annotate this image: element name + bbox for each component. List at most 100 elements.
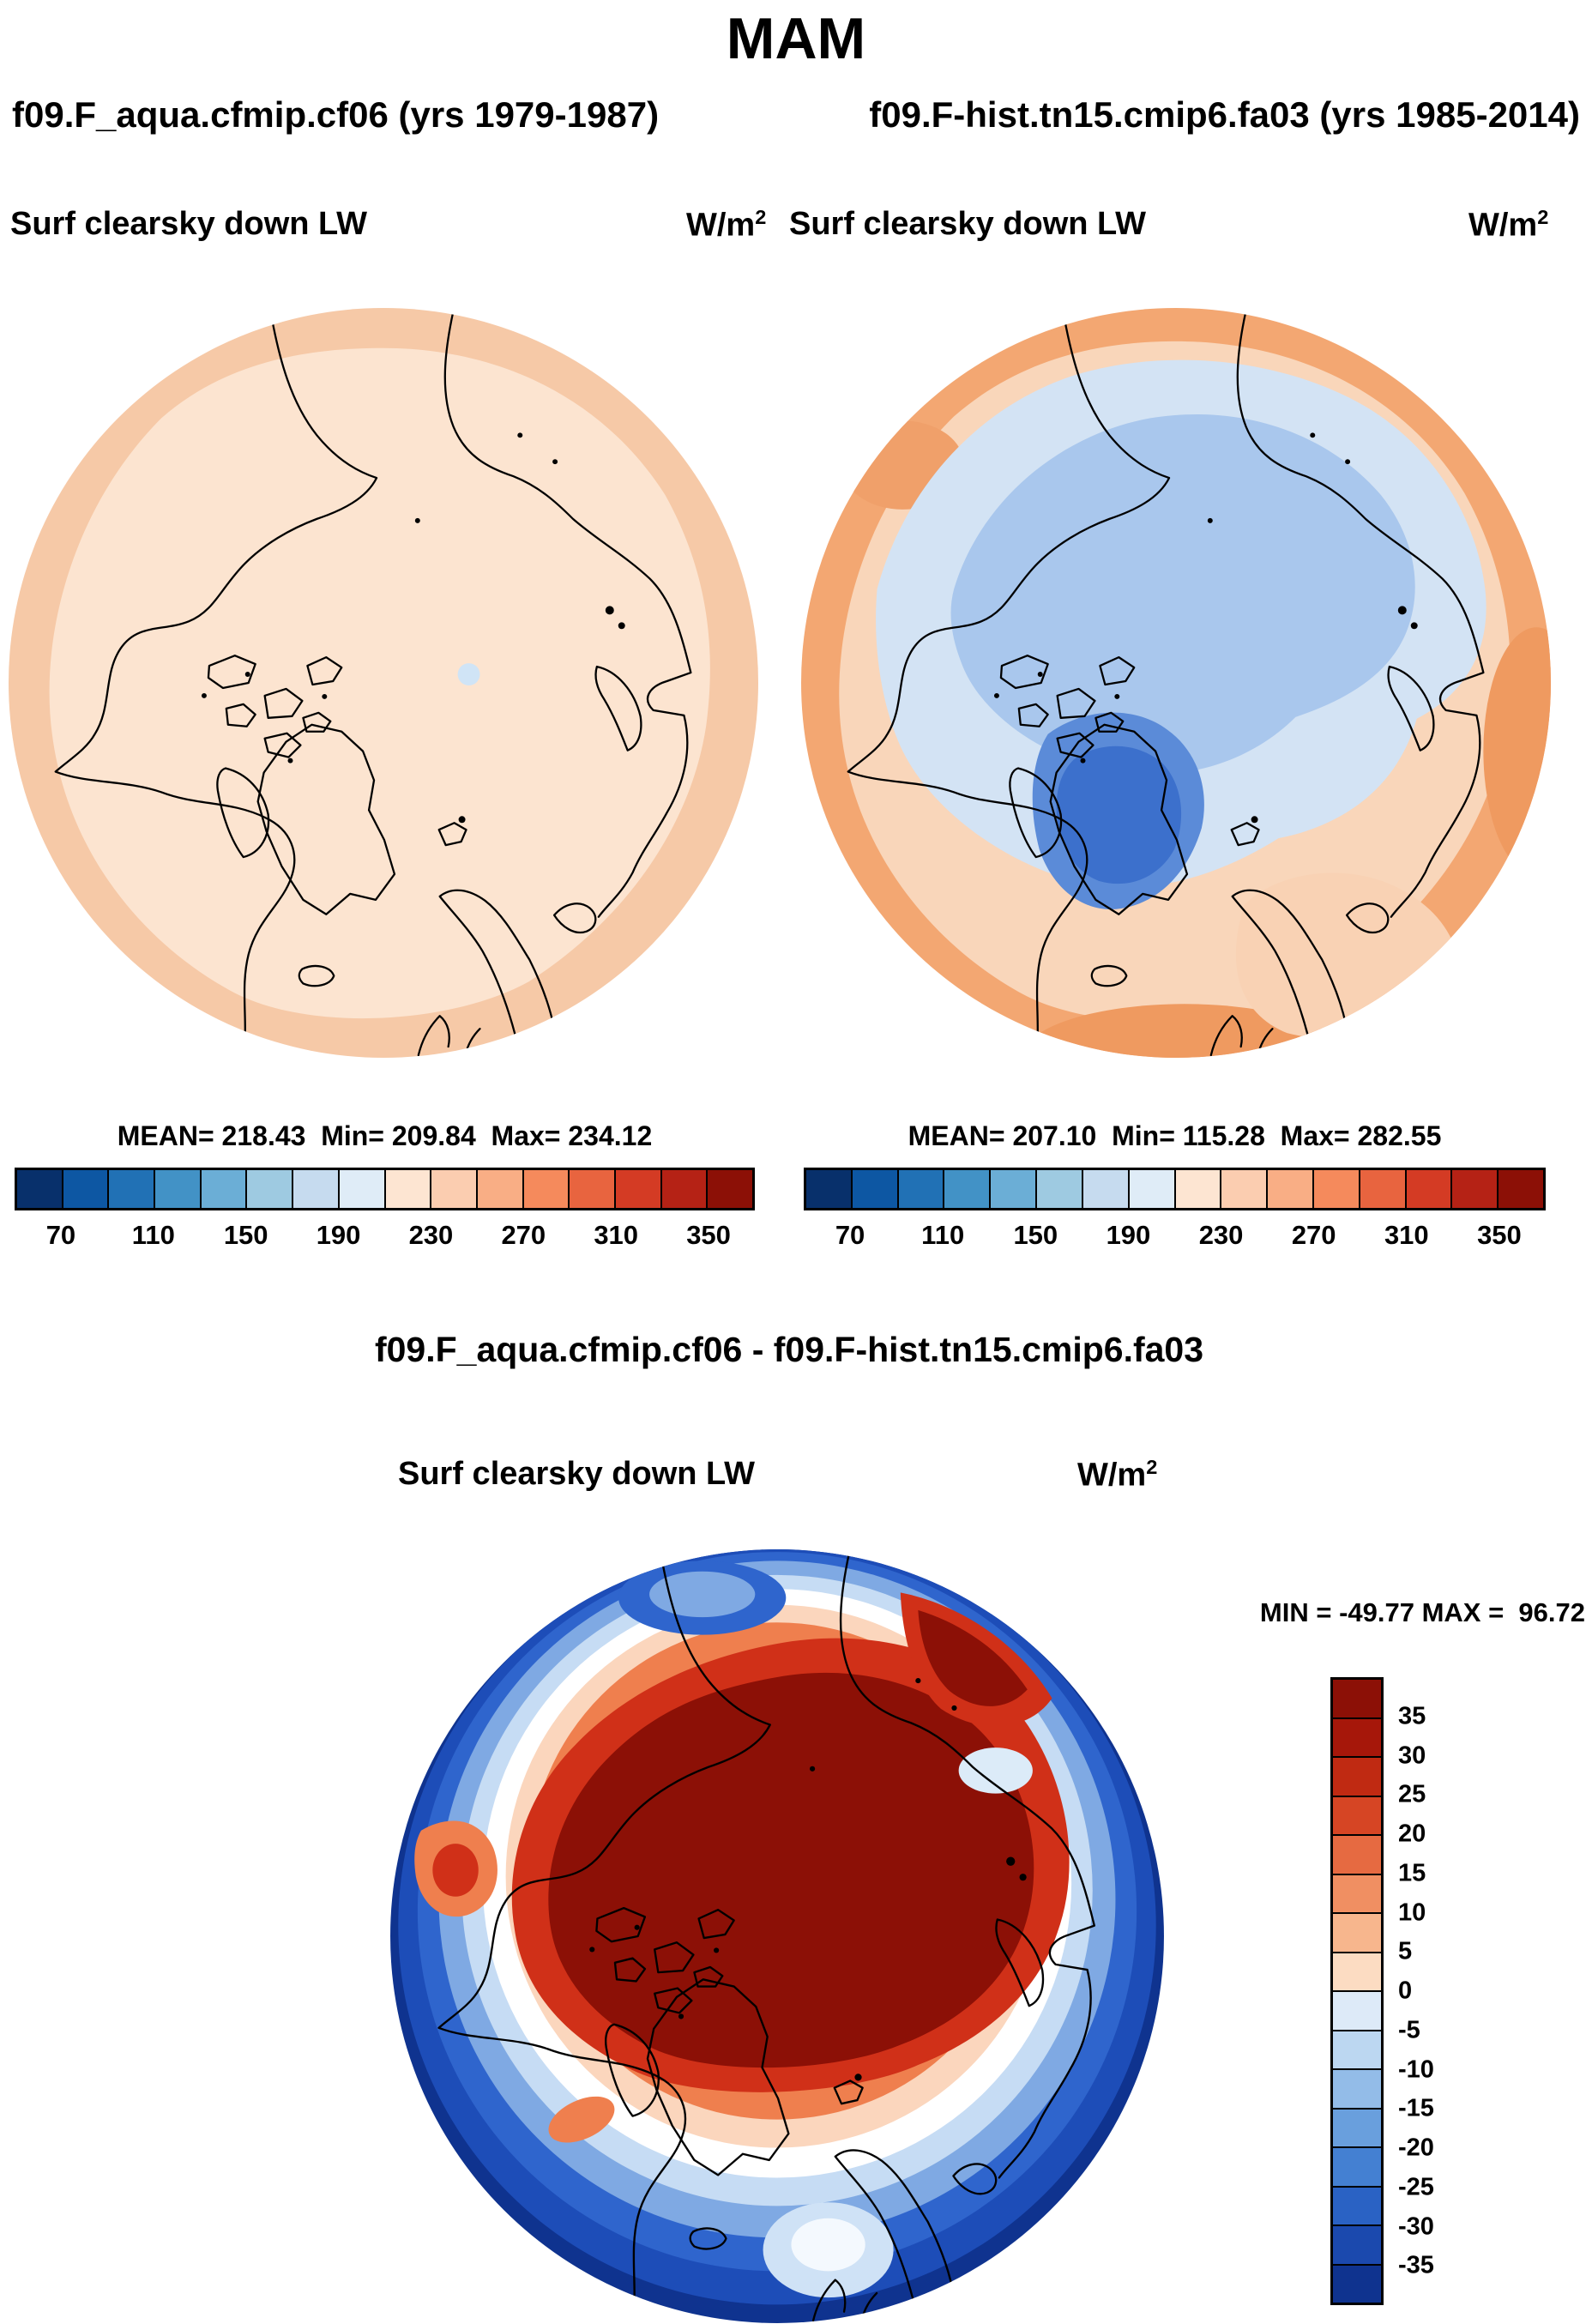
colorbar-difference (1330, 1677, 1384, 2305)
colorbar-segment (1333, 1836, 1381, 1875)
units-exponent: 2 (755, 206, 767, 228)
panel1-variable-label: Surf clearsky down LW (10, 206, 367, 242)
panel1-units-label: W/m2 (686, 206, 766, 244)
colorbar-tick-label: -25 (1398, 2173, 1434, 2201)
colorbar-tick-label: -20 (1398, 2134, 1434, 2162)
colorbar-tick-label: 270 (1291, 1220, 1336, 1250)
colorbar-segment (1333, 1796, 1381, 1836)
colorbar-segment (1333, 1914, 1381, 1953)
colorbar-tick-label: 350 (686, 1220, 731, 1250)
colorbar-panel1 (15, 1168, 755, 1210)
colorbar-segment (991, 1170, 1038, 1208)
colorbar-segment (570, 1170, 616, 1208)
colorbar-segment (1333, 2187, 1381, 2226)
colorbar-tick-label: 150 (1013, 1220, 1058, 1250)
colorbar-tick-label: 70 (45, 1220, 76, 1250)
colorbar-segment (1333, 1874, 1381, 1914)
colorbar-tick-label: -10 (1398, 2055, 1434, 2083)
colorbar-segment (1268, 1170, 1314, 1208)
colorbar-segment (1333, 2109, 1381, 2148)
colorbar-segment (523, 1170, 570, 1208)
colorbar-tick-label: 190 (316, 1220, 361, 1250)
panel1-stats: MEAN= 218.43 Min= 209.84 Max= 234.12 (117, 1120, 653, 1151)
colorbar-segment (385, 1170, 432, 1208)
colorbar-segment (1333, 2031, 1381, 2070)
difference-minmax: MIN = -49.77 MAX = 96.72 (1259, 1597, 1585, 1627)
colorbar-tick-label: 230 (1198, 1220, 1244, 1250)
colorbar-segment (1333, 2265, 1381, 2303)
colorbar-segment (339, 1170, 386, 1208)
colorbar-segment (661, 1170, 709, 1208)
colorbar-segment (431, 1170, 478, 1208)
colorbar-segment (1333, 1992, 1381, 2031)
colorbar-segment (708, 1170, 752, 1208)
map-panel1 (8, 307, 759, 1059)
colorbar-segment (1333, 2226, 1381, 2266)
difference-title: f09.F_aqua.cfmip.cf06 - f09.F-hist.tn15.… (374, 1330, 1204, 1369)
colorbar-panel2-labels: 70 110 150 190 230 270 310 350 (804, 1220, 1546, 1254)
colorbar-tick-label: -5 (1398, 2016, 1420, 2044)
colorbar-tick-label: -30 (1398, 2212, 1434, 2240)
colorbar-segment (1333, 1953, 1381, 1992)
difference-units-label: W/m2 (1077, 1456, 1157, 1494)
colorbar-segment (63, 1170, 110, 1208)
colorbar-segment (1333, 2148, 1381, 2188)
colorbar-segment (1360, 1170, 1407, 1208)
colorbar-segment (1175, 1170, 1222, 1208)
colorbar-segment (1037, 1170, 1083, 1208)
panel2-units-label: W/m2 (1468, 206, 1548, 244)
colorbar-tick-label: 150 (223, 1220, 268, 1250)
colorbar-segment (1333, 1718, 1381, 1758)
run1-subtitle: f09.F_aqua.cfmip.cf06 (yrs 1979-1987) (12, 94, 660, 135)
run2-subtitle: f09.F-hist.tn15.cmip6.fa03 (yrs 1985-201… (869, 94, 1580, 135)
colorbar-segment (1333, 1680, 1381, 1719)
colorbar-tick-label: 10 (1398, 1898, 1426, 1926)
colorbar-tick-label: 310 (1384, 1220, 1429, 1250)
units-base: W/m (1077, 1457, 1147, 1494)
colorbar-tick-label: 5 (1398, 1937, 1413, 1965)
colorbar-segment (1313, 1170, 1360, 1208)
panel2-variable-label: Surf clearsky down LW (789, 206, 1146, 242)
colorbar-panel2 (804, 1168, 1546, 1210)
colorbar-tick-label: 30 (1398, 1741, 1426, 1769)
colorbar-panel1-labels: 70 110 150 190 230 270 310 350 (15, 1220, 755, 1254)
colorbar-segment (1082, 1170, 1130, 1208)
colorbar-segment (1129, 1170, 1176, 1208)
colorbar-tick-label: 35 (1398, 1702, 1426, 1730)
colorbar-segment (155, 1170, 202, 1208)
colorbar-tick-label: 110 (921, 1220, 965, 1250)
units-exponent: 2 (1146, 1456, 1158, 1478)
colorbar-segment (17, 1170, 63, 1208)
map-difference (390, 1549, 1164, 2323)
colorbar-segment (852, 1170, 899, 1208)
colorbar-segment (247, 1170, 294, 1208)
colorbar-segment (1499, 1170, 1543, 1208)
colorbar-segment (201, 1170, 248, 1208)
colorbar-tick-label: 110 (131, 1220, 175, 1250)
colorbar-tick-label: 310 (594, 1220, 639, 1250)
colorbar-segment (1333, 2070, 1381, 2110)
units-exponent: 2 (1537, 206, 1549, 228)
colorbar-tick-label: 15 (1398, 1859, 1426, 1887)
colorbar-segment (615, 1170, 662, 1208)
colorbar-segment (293, 1170, 340, 1208)
colorbar-segment (1333, 1758, 1381, 1797)
colorbar-segment (1406, 1170, 1453, 1208)
colorbar-segment (944, 1170, 992, 1208)
colorbar-segment (109, 1170, 156, 1208)
colorbar-tick-label: 190 (1106, 1220, 1151, 1250)
colorbar-difference-labels: 35 30 25 20 15 10 5 0 -5 -10 -15 -20 -25 -30 -35 (1398, 1677, 1475, 2305)
colorbar-tick-label: 0 (1398, 1977, 1413, 2005)
colorbar-segment (1221, 1170, 1269, 1208)
difference-variable-label: Surf clearsky down LW (398, 1456, 755, 1492)
colorbar-segment (898, 1170, 945, 1208)
colorbar-tick-label: -15 (1398, 2094, 1434, 2122)
map-panel2 (800, 307, 1552, 1059)
colorbar-segment (806, 1170, 853, 1208)
colorbar-tick-label: 350 (1477, 1220, 1522, 1250)
colorbar-tick-label: 70 (835, 1220, 865, 1250)
colorbar-tick-label: -35 (1398, 2251, 1434, 2279)
colorbar-tick-label: 20 (1398, 1820, 1426, 1848)
units-base: W/m (686, 207, 756, 244)
colorbar-segment (1452, 1170, 1499, 1208)
